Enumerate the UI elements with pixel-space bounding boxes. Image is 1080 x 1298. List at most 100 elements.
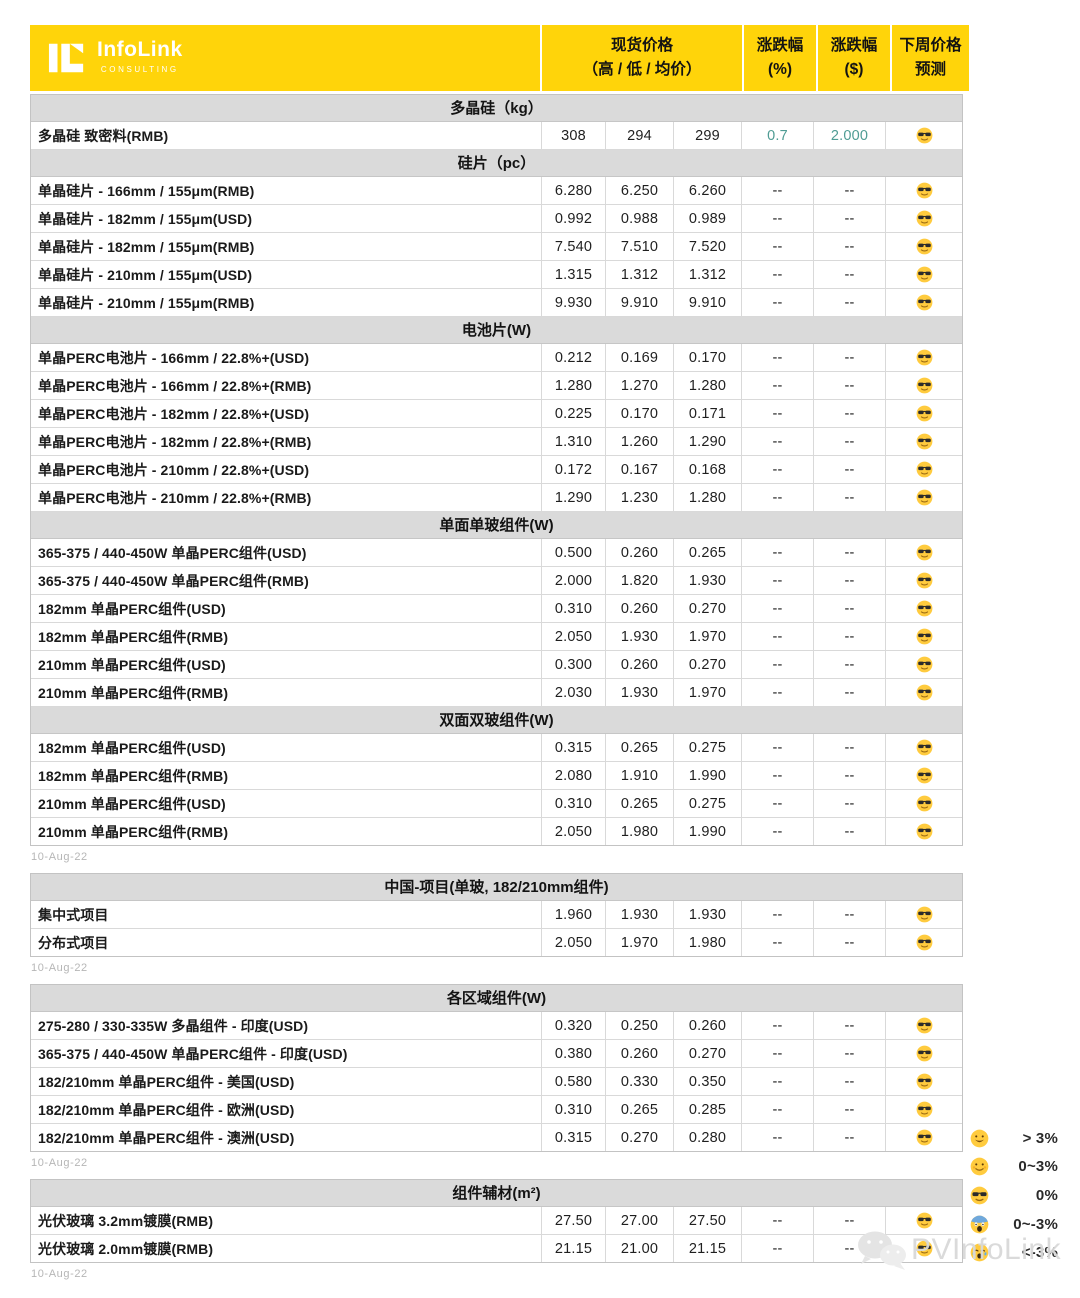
price-avg: 1.280	[673, 484, 741, 511]
change-pct: --	[741, 679, 813, 706]
product-name: 365-375 / 440-450W 单晶PERC组件(USD)	[38, 544, 307, 561]
forecast-cell	[885, 372, 962, 399]
cool-face-icon	[916, 1240, 933, 1257]
product-name: 182mm 单晶PERC组件(RMB)	[38, 628, 229, 645]
change-usd: --	[813, 818, 885, 845]
price-low: 1.312	[605, 261, 673, 288]
product-name: 光伏玻璃 2.0mm镀膜(RMB)	[38, 1240, 214, 1257]
price-low: 1.230	[605, 484, 673, 511]
price-low: 0.265	[605, 790, 673, 817]
table-row: 单晶硅片 - 182mm / 155μm(RMB) 7.540 7.510 7.520…	[31, 233, 962, 261]
forecast-cell	[885, 289, 962, 316]
price-high: 2.080	[541, 762, 605, 789]
price-low: 0.330	[605, 1068, 673, 1095]
price-low: 0.270	[605, 1124, 673, 1151]
price-low: 1.980	[605, 818, 673, 845]
product-name: 多晶硅 致密料(RMB)	[38, 127, 169, 144]
change-usd: --	[813, 289, 885, 316]
price-avg: 0.270	[673, 1040, 741, 1067]
infolink-logo-icon	[46, 39, 88, 77]
product-name: 单晶PERC电池片 - 182mm / 22.8%+(USD)	[38, 405, 310, 422]
change-usd: --	[813, 261, 885, 288]
price-high: 0.172	[541, 456, 605, 483]
price-avg: 1.980	[673, 929, 741, 956]
price-high: 0.300	[541, 651, 605, 678]
price-low: 1.970	[605, 929, 673, 956]
forecast-cell	[885, 122, 962, 149]
legend-item: 0~3%	[960, 1153, 1064, 1182]
table-row: 单晶PERC电池片 - 182mm / 22.8%+(RMB) 1.310 1.26…	[31, 428, 962, 456]
legend-label: <-3%	[1021, 1244, 1058, 1262]
brand-name: InfoLink	[97, 38, 183, 62]
change-pct: --	[741, 790, 813, 817]
price-avg: 0.285	[673, 1096, 741, 1123]
cool-face-icon	[916, 349, 933, 366]
change-usd: --	[813, 372, 885, 399]
price-low: 0.260	[605, 1040, 673, 1067]
table-row: 集中式项目 1.960 1.930 1.930 -- --	[31, 901, 962, 929]
price-high: 7.540	[541, 233, 605, 260]
cool-face-icon	[916, 1212, 933, 1229]
change-pct: --	[741, 456, 813, 483]
price-avg: 0.168	[673, 456, 741, 483]
table-row: 单晶PERC电池片 - 166mm / 22.8%+(RMB) 1.280 1.27…	[31, 372, 962, 400]
cool-face-icon	[916, 934, 933, 951]
change-pct: --	[741, 762, 813, 789]
product-name: 单晶PERC电池片 - 210mm / 22.8%+(RMB)	[38, 489, 312, 506]
price-high: 1.290	[541, 484, 605, 511]
price-avg: 0.275	[673, 734, 741, 761]
table-row: 182/210mm 单晶PERC组件 - 美国(USD) 0.580 0.330 0.…	[31, 1068, 962, 1096]
cool-face-icon	[916, 433, 933, 450]
change-usd: --	[813, 790, 885, 817]
price-avg: 6.260	[673, 177, 741, 204]
change-pct: --	[741, 428, 813, 455]
price-avg: 1.930	[673, 567, 741, 594]
change-pct: --	[741, 1012, 813, 1039]
change-pct: --	[741, 595, 813, 622]
col-header-change-pct-line2: (%)	[767, 61, 793, 78]
change-pct: --	[741, 818, 813, 845]
forecast-cell	[885, 1124, 962, 1151]
change-pct: --	[741, 233, 813, 260]
cool-face-icon	[916, 600, 933, 617]
change-usd: --	[813, 484, 885, 511]
price-avg: 1.990	[673, 818, 741, 845]
table-row: 210mm 单晶PERC组件(USD) 0.310 0.265 0.275 -- --	[31, 790, 962, 818]
price-avg: 0.280	[673, 1124, 741, 1151]
forecast-cell	[885, 205, 962, 232]
legend-item: <-3%	[960, 1238, 1064, 1267]
section-header: 单面单玻组件(W)	[31, 512, 962, 539]
price-high: 1.280	[541, 372, 605, 399]
table-row: 单晶PERC电池片 - 166mm / 22.8%+(USD) 0.212 0.16…	[31, 344, 962, 372]
change-pct: --	[741, 539, 813, 566]
price-high: 2.030	[541, 679, 605, 706]
table-row: 182mm 单晶PERC组件(USD) 0.315 0.265 0.275 -- --	[31, 734, 962, 762]
price-high: 0.580	[541, 1068, 605, 1095]
price-high: 27.50	[541, 1207, 605, 1234]
product-name: 单晶硅片 - 182mm / 155μm(RMB)	[38, 238, 255, 255]
price-avg: 0.260	[673, 1012, 741, 1039]
price-low: 1.930	[605, 623, 673, 650]
price-high: 0.225	[541, 400, 605, 427]
price-low: 0.167	[605, 456, 673, 483]
section-header: 电池片(W)	[31, 317, 962, 344]
forecast-cell	[885, 1235, 962, 1262]
legend-item: 0%	[960, 1181, 1064, 1210]
price-high: 0.212	[541, 344, 605, 371]
section-header: 双面双玻组件(W)	[31, 707, 962, 734]
change-pct: --	[741, 651, 813, 678]
table-row: 182mm 单晶PERC组件(RMB) 2.050 1.930 1.970 -- --	[31, 623, 962, 651]
change-usd: --	[813, 1235, 885, 1262]
price-low: 1.270	[605, 372, 673, 399]
change-usd: --	[813, 1012, 885, 1039]
change-usd: --	[813, 734, 885, 761]
change-pct: --	[741, 1235, 813, 1262]
change-pct: --	[741, 177, 813, 204]
change-pct: --	[741, 205, 813, 232]
forecast-cell	[885, 901, 962, 928]
price-high: 0.310	[541, 1096, 605, 1123]
change-pct: --	[741, 372, 813, 399]
price-table-block: 中国-项目(单玻, 182/210mm组件) 集中式项目 1.960 1.930 1.9…	[30, 873, 963, 957]
forecast-cell	[885, 567, 962, 594]
change-usd: --	[813, 539, 885, 566]
